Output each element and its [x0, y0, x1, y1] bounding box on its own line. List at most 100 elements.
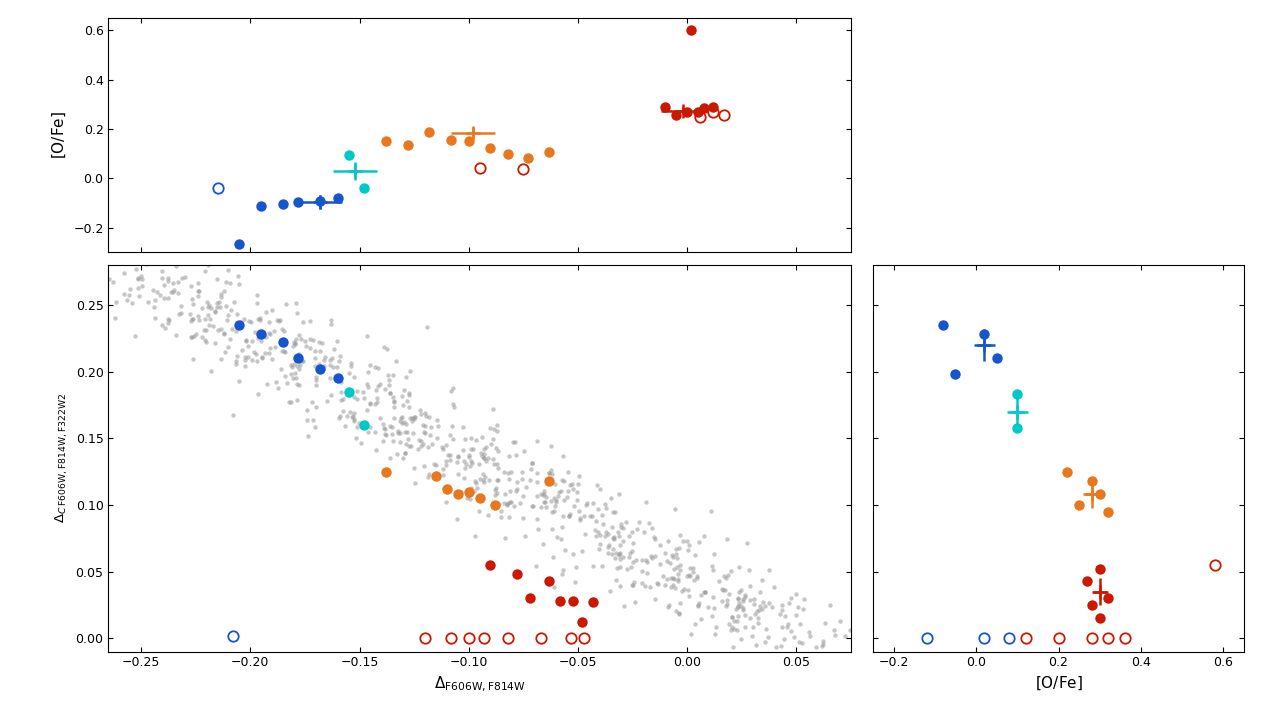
- Point: [670, 559, 690, 571]
- Point: [670, 529, 690, 541]
- Point: [398, 433, 419, 445]
- Point: [135, 258, 156, 270]
- Point: [680, 571, 701, 582]
- Point: [679, 570, 699, 581]
- Point: [647, 577, 667, 589]
- Point: [182, 313, 203, 325]
- Point: [602, 506, 623, 518]
- Point: [182, 293, 203, 305]
- Point: [434, 443, 454, 454]
- Point: [814, 617, 835, 629]
- Point: [487, 462, 508, 473]
- Point: [130, 270, 151, 282]
- Point: [526, 561, 546, 572]
- Point: [519, 474, 540, 486]
- Point: [286, 372, 306, 384]
- Point: [154, 292, 175, 303]
- Point: [567, 486, 587, 498]
- Point: [655, 547, 675, 559]
- Point: [606, 575, 627, 586]
- Point: [393, 416, 413, 428]
- Point: [703, 564, 723, 576]
- Point: [456, 433, 476, 444]
- Point: [384, 412, 404, 423]
- Point: [685, 618, 706, 629]
- Point: [486, 458, 507, 469]
- Point: [499, 474, 519, 485]
- Point: [588, 526, 609, 538]
- Point: [685, 549, 706, 560]
- Point: [385, 355, 406, 366]
- Point: [323, 352, 343, 364]
- Point: [611, 518, 632, 530]
- Point: [690, 613, 711, 624]
- Point: [824, 629, 845, 641]
- Point: [404, 411, 425, 423]
- Point: [334, 420, 355, 431]
- Point: [704, 549, 725, 560]
- Point: [341, 360, 361, 372]
- Point: [376, 343, 397, 355]
- Point: [678, 585, 698, 596]
- Point: [117, 294, 138, 306]
- Point: [158, 315, 179, 326]
- Point: [556, 491, 577, 503]
- Point: [281, 359, 301, 371]
- Point: [694, 531, 715, 542]
- Point: [586, 530, 606, 541]
- Point: [527, 513, 547, 525]
- Point: [669, 542, 689, 554]
- Point: [812, 640, 832, 652]
- Point: [191, 302, 212, 314]
- Point: [644, 533, 665, 544]
- Point: [383, 369, 403, 381]
- Point: [759, 598, 780, 609]
- Point: [684, 575, 704, 586]
- Point: [286, 333, 306, 344]
- Point: [669, 569, 689, 580]
- Point: [679, 590, 699, 602]
- Point: [623, 580, 643, 591]
- Point: [731, 634, 752, 645]
- Point: [749, 605, 769, 616]
- Point: [295, 336, 315, 347]
- Point: [279, 396, 300, 408]
- Point: [621, 526, 642, 538]
- Point: [145, 312, 166, 324]
- Point: [357, 330, 378, 341]
- Point: [786, 609, 806, 621]
- Point: [216, 300, 236, 311]
- Point: [781, 625, 801, 636]
- Point: [162, 277, 182, 289]
- Point: [709, 575, 730, 587]
- Point: [614, 600, 634, 612]
- Point: [718, 588, 739, 600]
- Point: [671, 585, 692, 597]
- Point: [305, 353, 325, 364]
- Point: [533, 489, 554, 500]
- Point: [666, 552, 686, 564]
- Point: [588, 543, 609, 554]
- Point: [641, 550, 661, 562]
- Point: [182, 298, 203, 310]
- Point: [521, 463, 541, 474]
- Point: [389, 436, 410, 448]
- Point: [388, 427, 408, 438]
- Point: [595, 498, 615, 510]
- Point: [365, 384, 385, 396]
- Point: [453, 444, 473, 456]
- Point: [231, 316, 251, 328]
- Point: [408, 434, 429, 446]
- Point: [627, 523, 647, 534]
- Point: [268, 315, 288, 326]
- Point: [396, 447, 416, 459]
- Point: [447, 456, 467, 468]
- Point: [267, 377, 287, 388]
- Point: [485, 489, 505, 500]
- Point: [662, 579, 683, 590]
- Point: [175, 271, 195, 283]
- Point: [223, 409, 244, 420]
- Point: [592, 518, 612, 530]
- Point: [484, 433, 504, 444]
- Point: [259, 347, 279, 359]
